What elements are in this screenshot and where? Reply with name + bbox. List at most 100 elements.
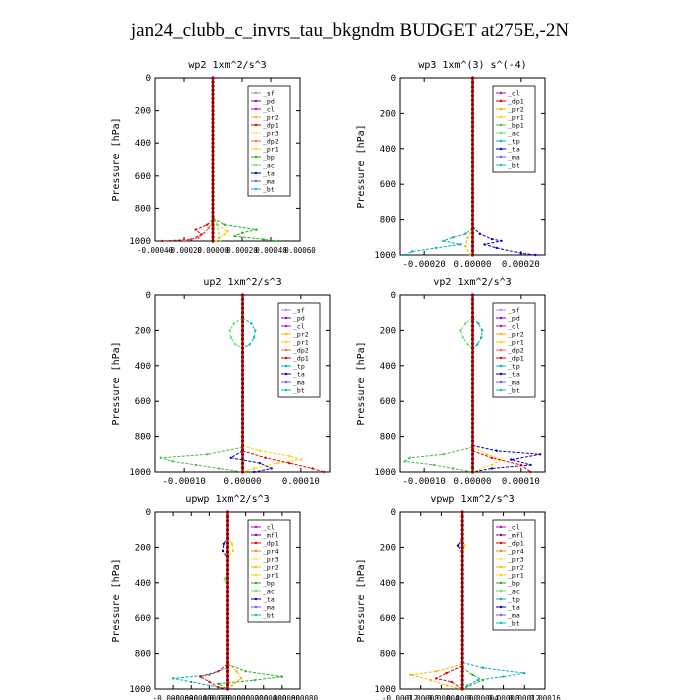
- zero-profile-point: [211, 129, 215, 133]
- x-tick-label: 0.00000: [224, 477, 262, 487]
- zero-profile-point: [470, 120, 475, 124]
- legend-marker: [499, 163, 503, 167]
- zero-profile-point: [240, 404, 245, 408]
- legend-box: [247, 519, 291, 623]
- y-axis-label: Pressure [hPa]: [356, 124, 367, 208]
- series-line-bp: [216, 663, 282, 690]
- zero-profile-point: [225, 665, 230, 669]
- zero-profile-point: [460, 567, 464, 572]
- zero-profile-point: [470, 213, 475, 217]
- series-point: [490, 467, 494, 470]
- legend-entry: _dp2: [508, 347, 524, 355]
- zero-profile-point: [460, 528, 464, 532]
- panel-1: wp2 1xm^2/s^3 Pressure [hPa] 0 200 400 600 800…: [111, 60, 316, 255]
- zero-profile-point: [470, 377, 475, 381]
- x-tick-label: 0.00060: [284, 246, 316, 255]
- series-point: [445, 671, 448, 675]
- zero-profile-point: [211, 227, 215, 231]
- series-point: [459, 329, 462, 332]
- zero-profile-point: [470, 107, 475, 111]
- legend-entry: _pr2: [508, 106, 524, 114]
- y-tick-label: 600: [135, 172, 151, 182]
- legend-entry: _ma: [263, 604, 275, 612]
- x-tick-label: 0.00004: [467, 694, 499, 700]
- y-tick-label: 0: [391, 74, 396, 84]
- x-tick-label: -0.00004: [423, 694, 460, 700]
- zero-profile-point: [225, 643, 230, 647]
- zero-profile-point: [211, 170, 215, 174]
- legend-entry: _dp2: [263, 138, 279, 146]
- y-tick-label: 800: [380, 433, 396, 443]
- y-tick-label: 400: [380, 145, 396, 155]
- zero-profile-point: [211, 113, 215, 117]
- series-point: [244, 670, 247, 673]
- zero-profile-point: [211, 149, 215, 153]
- series-point: [529, 470, 532, 474]
- series-point: [270, 467, 273, 470]
- zero-profile-point: [470, 173, 475, 177]
- zero-profile-point: [240, 364, 245, 368]
- zero-profile-point: [240, 319, 245, 324]
- legend-marker: [284, 332, 288, 336]
- zero-profile-point: [460, 656, 464, 660]
- x-tick-label: 0.000040: [246, 694, 283, 700]
- zero-profile-point: [470, 319, 475, 324]
- zero-profile-point: [460, 616, 464, 620]
- zero-profile-point: [211, 231, 215, 235]
- zero-profile-point: [225, 523, 230, 527]
- zero-profile-point: [460, 638, 464, 642]
- y-axis-label: Pressure [hPa]: [111, 341, 122, 425]
- zero-profile-point: [211, 84, 215, 88]
- zero-profile-point: [240, 368, 245, 372]
- zero-profile-point: [240, 430, 245, 434]
- x-tick-label: 0.000020: [228, 694, 265, 700]
- x-tick-label: 0.00000: [454, 477, 492, 487]
- zero-profile-point: [470, 195, 475, 200]
- zero-profile-point: [470, 399, 475, 403]
- zero-profile-point: [460, 594, 464, 598]
- series-point: [519, 252, 523, 255]
- zero-profile-point: [225, 634, 230, 638]
- series-point: [464, 232, 467, 235]
- series-point: [197, 236, 200, 239]
- zero-profile-point: [211, 202, 215, 206]
- zero-profile-point: [211, 96, 215, 100]
- series-point: [477, 322, 480, 325]
- panel-title: wp3 1xm^(3) s^(-4): [418, 60, 526, 71]
- x-tick-label: -0.00010: [162, 477, 205, 487]
- zero-profile-point: [240, 470, 245, 474]
- legend-marker: [254, 99, 258, 103]
- y-tick-label: 0: [391, 508, 396, 518]
- zero-profile-point: [470, 390, 475, 394]
- zero-profile-point: [460, 682, 464, 687]
- zero-profile-point: [470, 80, 475, 85]
- zero-profile-point: [460, 603, 464, 607]
- legend-marker: [499, 573, 503, 577]
- legend-marker: [254, 565, 258, 569]
- legend-marker: [499, 316, 503, 320]
- y-axis-label: Pressure [hPa]: [356, 558, 367, 642]
- zero-profile-point: [211, 186, 215, 190]
- zero-profile-point: [211, 194, 215, 198]
- zero-profile-point: [240, 342, 245, 346]
- legend-entry: _ma: [263, 178, 275, 186]
- zero-profile-point: [470, 253, 475, 257]
- series-point: [240, 231, 244, 235]
- panel-title: vp2 1xm^2/s^3: [433, 277, 511, 288]
- legend-marker: [499, 525, 503, 529]
- series-point: [410, 250, 414, 253]
- legend-marker: [254, 597, 258, 601]
- zero-profile-point: [225, 563, 230, 567]
- legend-marker: [254, 573, 258, 577]
- zero-profile-point: [240, 452, 245, 456]
- series-point: [252, 336, 256, 339]
- series-point: [287, 454, 291, 458]
- y-tick-label: 600: [135, 614, 151, 624]
- series-point: [409, 673, 412, 677]
- series-point: [280, 675, 284, 678]
- x-tick-label: -0.00020: [402, 260, 445, 270]
- legend-entry: _mfl: [508, 532, 524, 540]
- zero-profile-point: [460, 545, 464, 550]
- series-point: [450, 680, 453, 684]
- zero-profile-point: [460, 607, 464, 611]
